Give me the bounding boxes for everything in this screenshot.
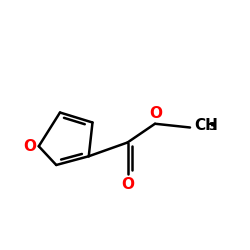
Text: O: O bbox=[121, 177, 134, 192]
Text: O: O bbox=[150, 106, 163, 121]
Text: CH: CH bbox=[194, 118, 218, 132]
Text: O: O bbox=[23, 139, 36, 154]
Text: 3: 3 bbox=[208, 122, 216, 132]
